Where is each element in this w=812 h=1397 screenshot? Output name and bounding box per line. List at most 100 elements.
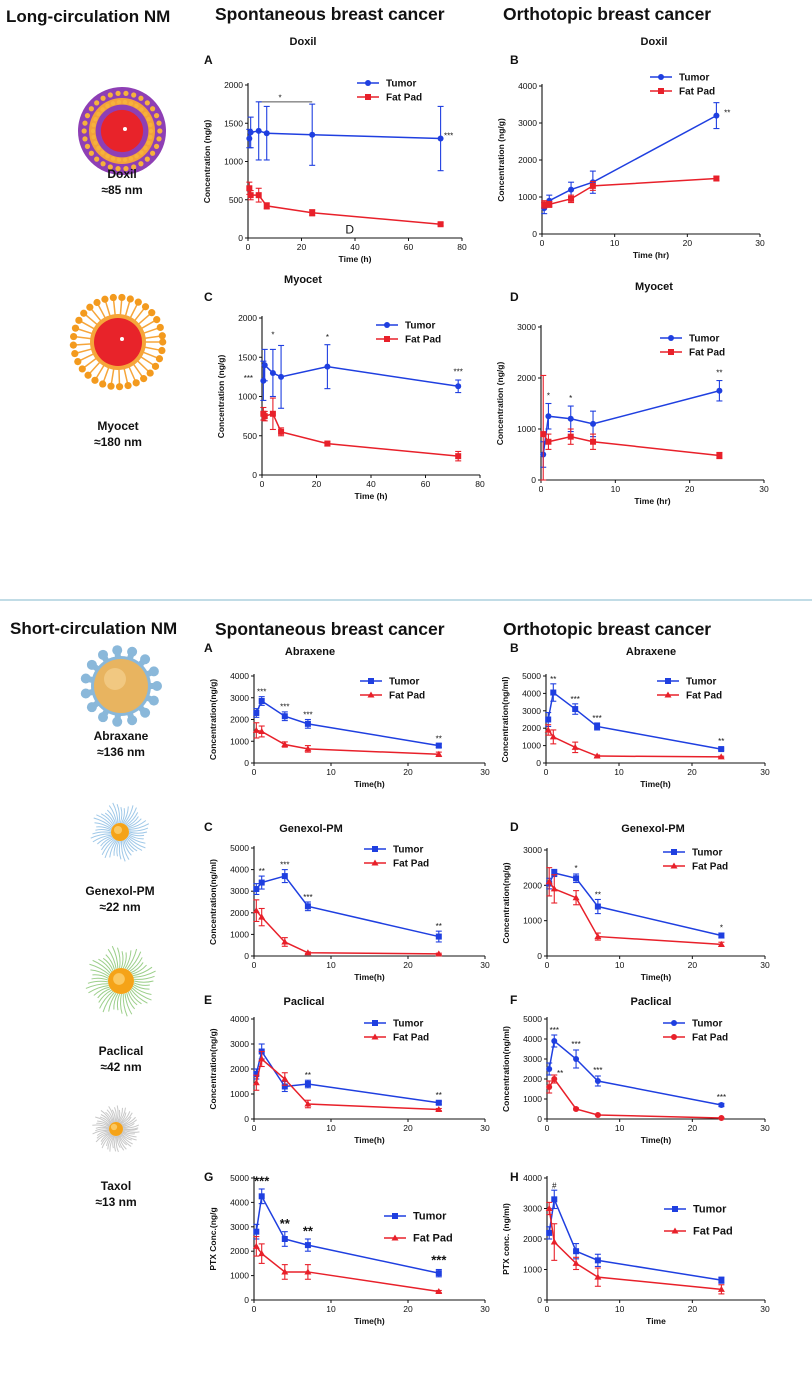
significance-marker: **	[724, 109, 730, 118]
series-fat-pad	[540, 374, 723, 481]
section-title-short: Short-circulation NM	[10, 619, 177, 638]
drug-size-label: ≈13 nm	[95, 1195, 136, 1209]
data-point	[545, 1205, 553, 1211]
series-tumor	[546, 1034, 725, 1108]
series-fat-pad	[544, 724, 725, 760]
legend-marker	[371, 1033, 379, 1040]
x-tick-label: 20	[403, 767, 413, 777]
legend-marker	[372, 1020, 378, 1026]
y-axis-label: Concentration (ng/g)	[216, 355, 226, 439]
x-tick-label: 30	[759, 484, 769, 494]
data-point	[252, 1242, 260, 1249]
data-point	[717, 1285, 725, 1292]
data-point	[246, 135, 253, 142]
significance-marker: *	[279, 93, 282, 102]
data-point	[253, 709, 260, 716]
legend-marker	[670, 862, 678, 869]
y-tick-label: 1500	[224, 118, 243, 128]
series-line	[255, 875, 439, 938]
legend-label: Tumor	[689, 334, 719, 345]
legend-label: Tumor	[389, 677, 419, 688]
x-tick-label: 0	[545, 1123, 550, 1133]
x-axis-label: Time(h)	[354, 779, 385, 789]
panel-letter: C	[204, 820, 213, 834]
x-tick-label: 0	[260, 479, 265, 489]
legend-marker	[392, 1213, 398, 1219]
legend-marker	[365, 94, 371, 100]
y-tick-label: 1000	[230, 929, 249, 939]
legend-label: Tumor	[413, 1211, 447, 1223]
data-point	[281, 1236, 288, 1242]
x-axis-label: Time(h)	[354, 1135, 385, 1145]
data-point	[304, 1242, 311, 1249]
series-fat-pad	[545, 1201, 725, 1295]
data-point	[549, 733, 557, 740]
data-point	[247, 192, 254, 199]
data-point	[281, 1075, 289, 1082]
chart-genexol_spont: Genexol-PM C 0 10 20 30 0 1000 2000 3000 4000 5000 T…	[204, 820, 490, 982]
x-tick-label: 0	[252, 1123, 257, 1133]
legend-marker	[671, 849, 677, 855]
y-tick-label: 2000	[523, 1234, 542, 1244]
data-point	[437, 135, 444, 142]
series-tumor	[253, 696, 442, 749]
data-point	[258, 1193, 265, 1200]
legend-marker	[668, 335, 674, 341]
chart-legend: Tumor Fat Pad	[376, 321, 441, 346]
series-tumor	[253, 1043, 442, 1106]
y-tick-label: 0	[531, 475, 536, 485]
data-point	[281, 1268, 289, 1275]
data-point	[435, 933, 442, 940]
significance-marker: ***	[454, 368, 463, 377]
legend-label: Fat Pad	[393, 859, 429, 870]
data-point	[572, 1259, 580, 1266]
legend-marker	[384, 322, 390, 328]
data-point	[718, 1102, 725, 1108]
legend-label: Fat Pad	[393, 1033, 429, 1044]
y-axis-label: Concentration(ng/g)	[208, 1028, 218, 1109]
y-tick-label: 1000	[224, 157, 243, 167]
y-tick-label: 0	[536, 758, 541, 768]
x-tick-label: 10	[615, 960, 625, 970]
significance-marker: **	[436, 922, 442, 931]
legend-marker	[371, 859, 379, 866]
data-point	[281, 938, 289, 945]
y-tick-label: 1000	[230, 1089, 249, 1099]
nanoparticle-taxol	[92, 1105, 140, 1153]
data-point	[281, 1083, 288, 1090]
x-axis-label: Time (hr)	[633, 250, 669, 260]
chart-paclical_ortho: Paclical F 0 10 20 30 0 1000 2000 3000 4000 5000 Tim…	[501, 993, 770, 1145]
data-point	[716, 387, 723, 394]
data-point	[435, 1287, 443, 1294]
x-tick-label: 10	[615, 1123, 625, 1133]
x-tick-label: 60	[404, 242, 414, 252]
legend-label: Fat Pad	[689, 348, 725, 359]
column-title-orthotopic-long: Orthotopic breast cancer	[503, 4, 711, 24]
x-tick-label: 40	[366, 479, 376, 489]
data-point	[281, 741, 289, 748]
significance-marker: **	[550, 675, 556, 684]
significance-marker: ***	[257, 687, 266, 696]
legend-label: Fat Pad	[405, 335, 441, 346]
drug-name-label: Paclical	[99, 1044, 144, 1058]
data-point	[550, 1238, 558, 1245]
x-axis-label: Time(h)	[640, 779, 671, 789]
data-point	[252, 907, 260, 914]
chart-legend: Tumor Fat Pad	[664, 1204, 733, 1238]
significance-marker: ***	[244, 374, 253, 383]
x-tick-label: 0	[540, 238, 545, 248]
data-point	[545, 438, 552, 445]
y-tick-label: 2000	[522, 723, 541, 733]
data-point	[261, 362, 268, 369]
series-line	[548, 1077, 722, 1119]
data-point	[589, 182, 596, 189]
chart-title: Abraxene	[285, 646, 335, 658]
nanoparticle-myocet	[69, 293, 167, 391]
y-axis-label: Concentration(ng/ml)	[501, 1026, 511, 1112]
series-fat-pad	[252, 1050, 443, 1112]
series-fat-pad	[252, 722, 443, 758]
chart-legend: Tumor Fat Pad	[357, 79, 422, 104]
data-point	[304, 720, 311, 727]
series-fat-pad	[546, 1074, 725, 1121]
y-tick-label: 3000	[230, 693, 249, 703]
